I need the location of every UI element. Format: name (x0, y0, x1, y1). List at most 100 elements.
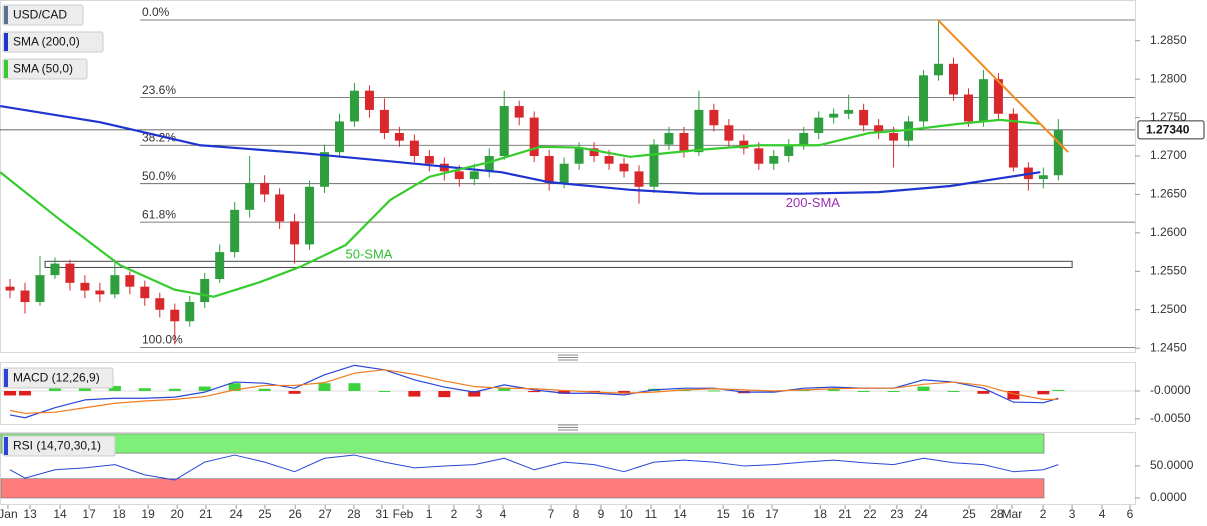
legend-swatch (4, 6, 8, 24)
macd-histogram-bar (48, 386, 61, 391)
x-tick-label: 4 (1099, 507, 1106, 521)
candle-body (499, 106, 509, 157)
candle-body (724, 125, 734, 141)
candle-body (50, 263, 60, 276)
candle-body (215, 252, 225, 279)
candle-body (140, 286, 150, 299)
x-tick-label: 4 (500, 507, 507, 521)
candle-body (1053, 129, 1063, 176)
y-tick-label: 1.2500 (1150, 302, 1187, 316)
candle-body (65, 263, 75, 283)
macd-histogram-bar (618, 390, 631, 393)
legend-box (2, 435, 116, 457)
candle-body (904, 121, 914, 141)
x-tick-label: 18 (112, 507, 126, 521)
y-tick-label: 1.2850 (1150, 33, 1187, 47)
x-tick-label: 17 (765, 507, 779, 521)
x-tick-label: 25 (258, 507, 272, 521)
candle-body (544, 156, 554, 183)
x-tick-label: 19 (141, 507, 155, 521)
x-tick-label: 10 (619, 507, 633, 521)
macd-histogram-bar (1037, 390, 1050, 395)
macd-histogram-bar (408, 390, 421, 397)
x-tick-label: 28 (990, 507, 1004, 521)
macd-histogram-bar (558, 390, 571, 394)
candle-body (170, 309, 180, 322)
candle-body (784, 144, 794, 157)
macd-histogram-bar (258, 388, 271, 391)
fib-label: 50.0% (142, 169, 176, 183)
macd-histogram-bar (947, 390, 960, 392)
x-tick-label: Feb (393, 507, 414, 521)
candle-body (260, 182, 270, 195)
x-tick-label: 31 (375, 507, 389, 521)
macd-histogram-bar (977, 390, 990, 394)
rsi-line (9, 454, 1059, 481)
candle-body (484, 156, 494, 172)
annotation: 50-SMA (345, 247, 392, 262)
x-tick-label: 7 (548, 507, 555, 521)
candle-body (454, 171, 464, 180)
x-tick-label: 3 (1069, 507, 1076, 521)
macd-histogram-bar (19, 390, 32, 396)
x-tick-label: 21 (199, 507, 213, 521)
candle-body (80, 282, 90, 291)
candle-body (649, 144, 659, 187)
legend-label: USD/CAD (13, 8, 67, 22)
macd-histogram-bar (917, 386, 930, 391)
x-tick-label: 21 (838, 507, 852, 521)
x-tick-label: 17 (82, 507, 96, 521)
x-tick-label: 11 (645, 507, 658, 521)
candle-body (664, 132, 674, 145)
panel-title: MACD (12,26,9) (13, 371, 100, 385)
fib-label: 100.0% (142, 333, 183, 347)
candle-body (5, 286, 15, 291)
candle-body (409, 140, 419, 157)
candle-body (349, 90, 359, 122)
candle-body (799, 132, 809, 145)
macd-histogram-bar (528, 390, 541, 393)
y-tick-label: 1.2800 (1150, 71, 1187, 85)
candle-body (604, 156, 614, 164)
legend-box (2, 58, 88, 80)
candle-body (529, 117, 539, 157)
macd-histogram-bar (318, 383, 331, 391)
y-tick-label: -0.0050 (1150, 411, 1191, 425)
y-tick-label: 1.2450 (1150, 340, 1187, 354)
x-tick-label: 22 (863, 507, 877, 521)
candle-body (934, 63, 944, 76)
candle-body (424, 156, 434, 164)
candle-body (290, 221, 300, 245)
candle-body (275, 194, 285, 222)
x-tick-label: 24 (914, 507, 928, 521)
y-tick-label: -0.0000 (1150, 383, 1191, 397)
x-tick-label: 6 (1127, 507, 1134, 521)
macd-histogram-bar (228, 383, 241, 391)
fib-label: 61.8% (142, 207, 176, 221)
x-tick-label: 2 (1040, 507, 1047, 521)
candle-body (874, 125, 884, 133)
candle-body (155, 298, 165, 310)
legend: USD/CAD SMA (200,0) SMA (50,0) MACD (12,… (2, 4, 1205, 457)
candle-body (1038, 175, 1048, 180)
y-tick-label: 1.2550 (1150, 263, 1187, 277)
macd-histogram-bar (1052, 389, 1065, 391)
macd-histogram-bar (198, 386, 211, 391)
panel-handle[interactable] (558, 354, 578, 361)
x-tick-label: 16 (741, 507, 755, 521)
fib-label: 0.0% (142, 5, 170, 19)
macd-histogram-bar (168, 388, 181, 391)
macd-histogram-bar (378, 390, 391, 392)
legend-label: SMA (50,0) (13, 62, 73, 76)
x-tick-label: 24 (229, 507, 243, 521)
candle-body (185, 302, 195, 322)
panel-handle[interactable] (558, 424, 578, 431)
y-tick-label: 1.2600 (1150, 225, 1187, 239)
candle-body (514, 106, 524, 118)
candle-body (844, 109, 854, 114)
macd-histogram-bar (857, 390, 870, 392)
candle-body (814, 117, 824, 133)
sma-line (0, 118, 1041, 298)
